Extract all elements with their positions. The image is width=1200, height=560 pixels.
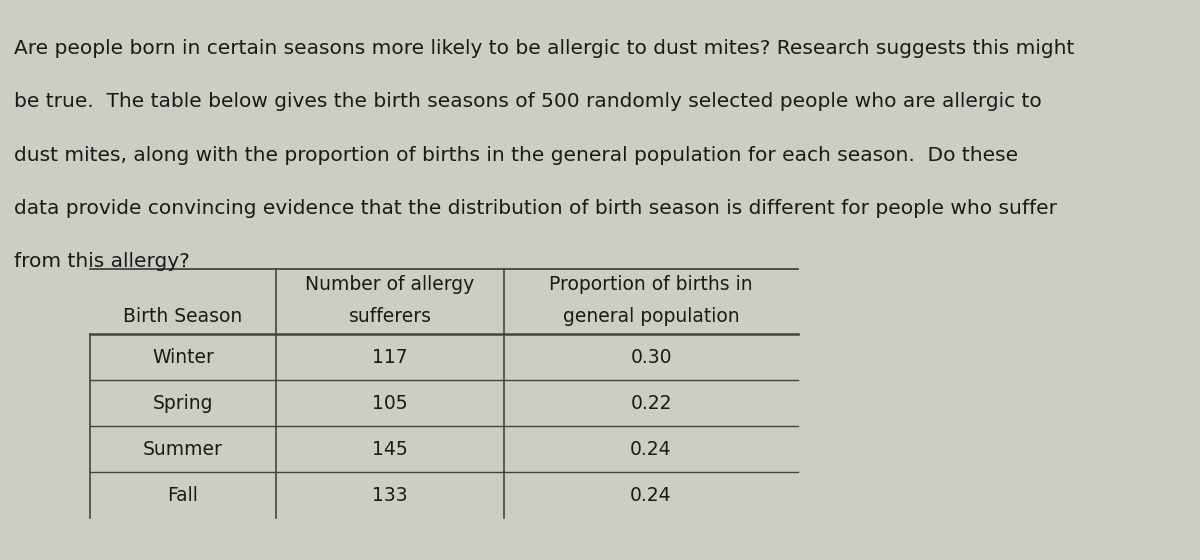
Text: Are people born in certain seasons more likely to be allergic to dust mites? Res: Are people born in certain seasons more …: [14, 39, 1075, 58]
Text: 133: 133: [372, 486, 408, 505]
Text: Winter: Winter: [152, 348, 214, 367]
Text: Number of allergy: Number of allergy: [305, 275, 475, 293]
Text: 0.24: 0.24: [630, 440, 672, 459]
Text: Proportion of births in: Proportion of births in: [550, 275, 752, 293]
Text: sufferers: sufferers: [348, 307, 432, 326]
Text: dust mites, along with the proportion of births in the general population for ea: dust mites, along with the proportion of…: [14, 146, 1019, 165]
Text: Spring: Spring: [152, 394, 214, 413]
Text: 105: 105: [372, 394, 408, 413]
Text: Summer: Summer: [143, 440, 223, 459]
Text: be true.  The table below gives the birth seasons of 500 randomly selected peopl: be true. The table below gives the birth…: [14, 92, 1042, 111]
Text: from this allergy?: from this allergy?: [14, 252, 190, 271]
Text: 0.24: 0.24: [630, 486, 672, 505]
Text: 0.22: 0.22: [630, 394, 672, 413]
Text: 0.30: 0.30: [630, 348, 672, 367]
Text: data provide convincing evidence that the distribution of birth season is differ: data provide convincing evidence that th…: [14, 199, 1057, 218]
Text: 145: 145: [372, 440, 408, 459]
Text: Birth Season: Birth Season: [124, 307, 242, 326]
Text: 117: 117: [372, 348, 408, 367]
Text: general population: general population: [563, 307, 739, 326]
Text: Fall: Fall: [168, 486, 198, 505]
